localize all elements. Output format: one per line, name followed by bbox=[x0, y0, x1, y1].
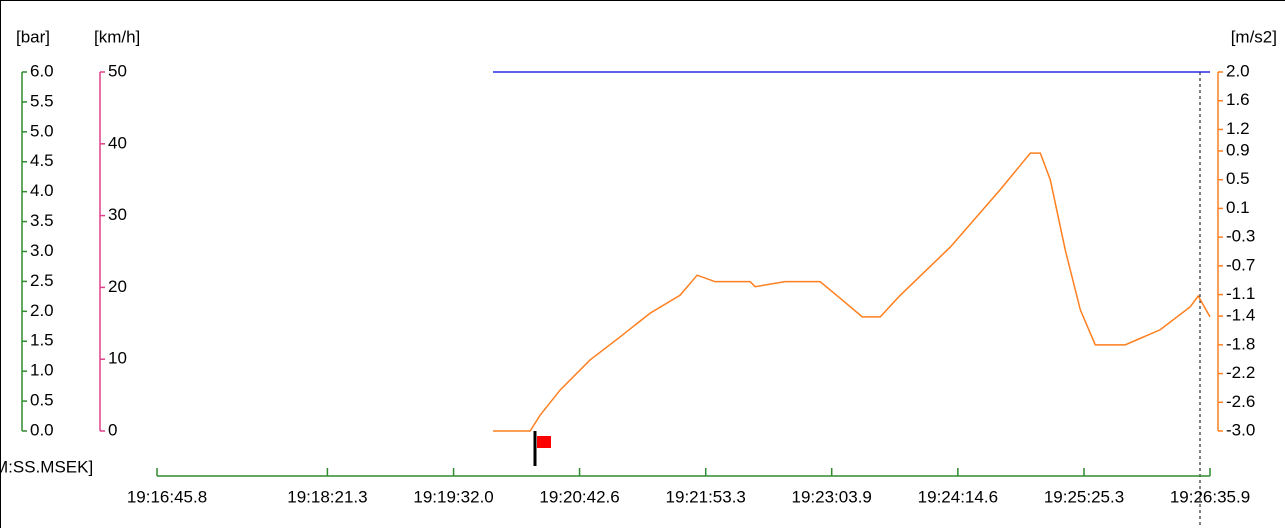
y-tick-label: 0.0 bbox=[30, 420, 54, 439]
x-tick-label: 19:24:14.6 bbox=[918, 487, 998, 506]
y2-tick-label: -0.7 bbox=[1226, 255, 1255, 274]
y-tick-label: 0 bbox=[108, 420, 117, 439]
x-tick-label: 19:26:35.9 bbox=[1170, 487, 1250, 506]
y-tick-label: 4.0 bbox=[30, 181, 54, 200]
x-tick-label: 19:18:21.3 bbox=[287, 487, 367, 506]
y2-tick-label: -0.3 bbox=[1226, 227, 1255, 246]
y2-tick-label: 0.9 bbox=[1226, 140, 1250, 159]
y-tick-label: 30 bbox=[108, 205, 127, 224]
y-tick-label: 1.5 bbox=[30, 331, 54, 350]
y-tick-label: 4.5 bbox=[30, 151, 54, 170]
y2-tick-label: -3.0 bbox=[1226, 420, 1255, 439]
y2-tick-label: -1.8 bbox=[1226, 334, 1255, 353]
y-tick-label: 5.5 bbox=[30, 91, 54, 110]
y-tick-label: 40 bbox=[108, 133, 127, 152]
y-tick-label: 10 bbox=[108, 349, 127, 368]
axis-label: [m/s2] bbox=[1231, 27, 1277, 46]
y-tick-label: 3.5 bbox=[30, 211, 54, 230]
y2-tick-label: 2.0 bbox=[1226, 61, 1250, 80]
y2-tick-label: -1.4 bbox=[1226, 306, 1255, 325]
y-tick-label: 50 bbox=[108, 61, 127, 80]
flag bbox=[537, 436, 551, 448]
y2-tick-label: -2.6 bbox=[1226, 392, 1255, 411]
x-tick-label: 19:19:32.0 bbox=[413, 487, 493, 506]
axis-label: [km/h] bbox=[94, 27, 140, 46]
y2-tick-label: -1.1 bbox=[1226, 284, 1255, 303]
y-tick-label: 5.0 bbox=[30, 121, 54, 140]
series-line bbox=[493, 152, 1211, 432]
x-tick-label: 19:25:25.3 bbox=[1044, 487, 1124, 506]
y-tick-label: 1.0 bbox=[30, 361, 54, 380]
x-tick-label: 19:20:42.6 bbox=[539, 487, 619, 506]
y-tick-label: 6.0 bbox=[30, 61, 54, 80]
x-tick-label: 19:21:53.3 bbox=[666, 487, 746, 506]
x-tick-label: 19:23:03.9 bbox=[792, 487, 872, 506]
y-tick-label: 2.5 bbox=[30, 271, 54, 290]
y2-tick-label: -2.2 bbox=[1226, 363, 1255, 382]
y2-tick-label: 1.2 bbox=[1226, 119, 1250, 138]
y-tick-label: 0.5 bbox=[30, 391, 54, 410]
y2-tick-label: 1.6 bbox=[1226, 90, 1250, 109]
y-tick-label: 2.0 bbox=[30, 301, 54, 320]
axis-label: [bar] bbox=[16, 27, 50, 46]
x-axis-label: M:SS.MSEK] bbox=[0, 457, 93, 476]
y2-tick-label: 0.1 bbox=[1226, 198, 1250, 217]
y-tick-label: 3.0 bbox=[30, 241, 54, 260]
y2-tick-label: 0.5 bbox=[1226, 169, 1250, 188]
y-tick-label: 20 bbox=[108, 277, 127, 296]
x-tick-label: 19:16:45.8 bbox=[127, 487, 207, 506]
